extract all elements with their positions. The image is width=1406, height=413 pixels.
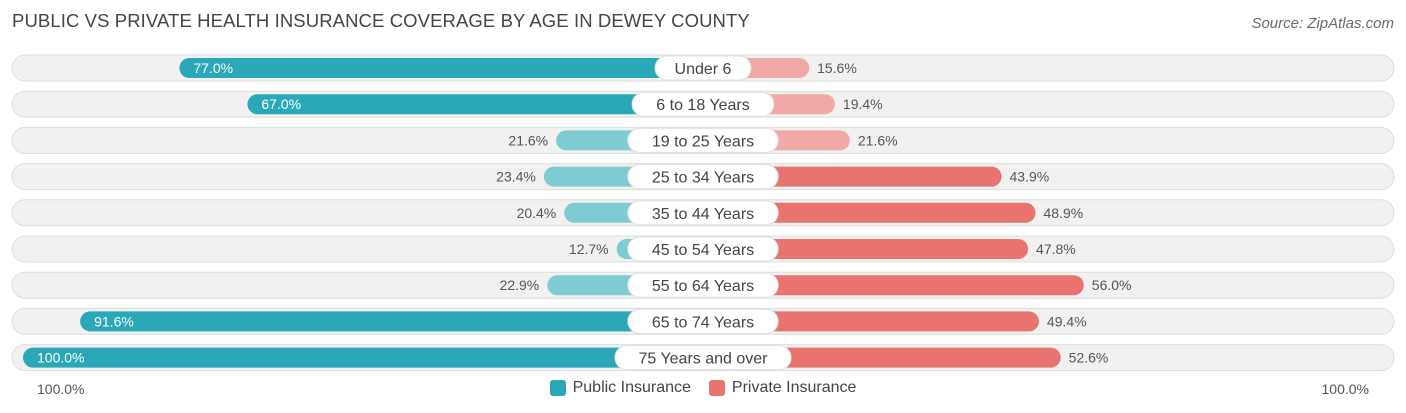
category-label: Under 6 <box>675 61 732 78</box>
private-bar <box>703 239 1029 259</box>
chart-row: 12.7% 47.8% 45 to 54 Years <box>11 235 1395 263</box>
legend-swatch-private <box>708 380 725 396</box>
public-value-label: 67.0% <box>261 96 301 112</box>
category-label: 6 to 18 Years <box>656 97 749 114</box>
chart-row: 67.0% 19.4% 6 to 18 Years <box>11 90 1395 118</box>
public-bar <box>247 94 703 115</box>
private-value-label: 52.6% <box>1069 350 1109 366</box>
public-bar <box>23 347 703 368</box>
private-value-label: 21.6% <box>858 132 898 148</box>
private-bar <box>703 311 1039 332</box>
category-label: 65 to 74 Years <box>652 314 754 331</box>
category-pill <box>614 345 792 371</box>
public-value-label: 91.6% <box>94 313 134 329</box>
chart-row: 91.6% 49.4% 65 to 74 Years <box>11 307 1395 335</box>
public-value-label: 100.0% <box>37 350 84 366</box>
category-label: 45 to 54 Years <box>652 242 754 259</box>
category-label: 19 to 25 Years <box>652 133 754 150</box>
category-label: 55 to 64 Years <box>652 278 754 295</box>
private-bar <box>703 275 1084 296</box>
chart-title: PUBLIC VS PRIVATE HEALTH INSURANCE COVER… <box>12 10 750 31</box>
private-bar <box>703 202 1036 223</box>
private-value-label: 49.4% <box>1047 313 1087 329</box>
axis-right-label: 100.0% <box>1321 381 1369 397</box>
legend-item-public: Public Insurance <box>549 379 691 397</box>
category-label: 25 to 34 Years <box>652 170 754 187</box>
axis-left-label: 100.0% <box>37 381 85 397</box>
chart-row: 23.4% 43.9% 25 to 34 Years <box>11 163 1395 191</box>
chart-row: 21.6% 21.6% 19 to 25 Years <box>11 126 1395 154</box>
private-value-label: 15.6% <box>817 60 857 76</box>
legend: Public Insurance Private Insurance <box>0 379 1406 397</box>
public-value-label: 77.0% <box>193 60 233 76</box>
category-pill <box>627 200 779 226</box>
category-pill <box>627 236 779 262</box>
private-value-label: 19.4% <box>843 96 883 112</box>
chart-row: 20.4% 48.9% 35 to 44 Years <box>11 199 1395 227</box>
private-value-label: 47.8% <box>1036 241 1076 257</box>
private-bar <box>703 347 1061 368</box>
public-bar <box>179 58 703 78</box>
legend-label-public: Public Insurance <box>572 379 691 396</box>
public-value-label: 20.4% <box>517 205 557 221</box>
diverging-bar-chart: 77.0% 15.6% Under 6 67.0% 19.4% 6 to 18 Years… <box>11 54 1395 372</box>
legend-item-private: Private Insurance <box>708 379 857 397</box>
category-pill <box>627 272 779 298</box>
category-pill <box>654 55 752 81</box>
legend-label-private: Private Insurance <box>731 379 857 396</box>
category-label: 75 Years and over <box>639 351 769 368</box>
category-pill <box>627 127 779 153</box>
category-pill <box>627 164 779 190</box>
private-value-label: 48.9% <box>1044 205 1084 221</box>
chart-row: 77.0% 15.6% Under 6 <box>11 54 1395 82</box>
public-value-label: 21.6% <box>508 132 548 148</box>
public-value-label: 22.9% <box>500 277 540 293</box>
public-bar <box>80 311 704 332</box>
public-value-label: 23.4% <box>496 169 536 185</box>
public-value-label: 12.7% <box>569 241 609 257</box>
private-value-label: 56.0% <box>1092 277 1132 293</box>
chart-row: 100.0% 52.6% 75 Years and over <box>11 344 1395 372</box>
category-label: 35 to 44 Years <box>652 206 754 223</box>
category-pill <box>631 91 775 117</box>
category-pill <box>627 308 779 334</box>
chart-row: 22.9% 56.0% 55 to 64 Years <box>11 271 1395 299</box>
private-value-label: 43.9% <box>1010 169 1050 185</box>
chart-source: Source: ZipAtlas.com <box>1251 15 1394 32</box>
legend-swatch-public <box>549 380 566 396</box>
